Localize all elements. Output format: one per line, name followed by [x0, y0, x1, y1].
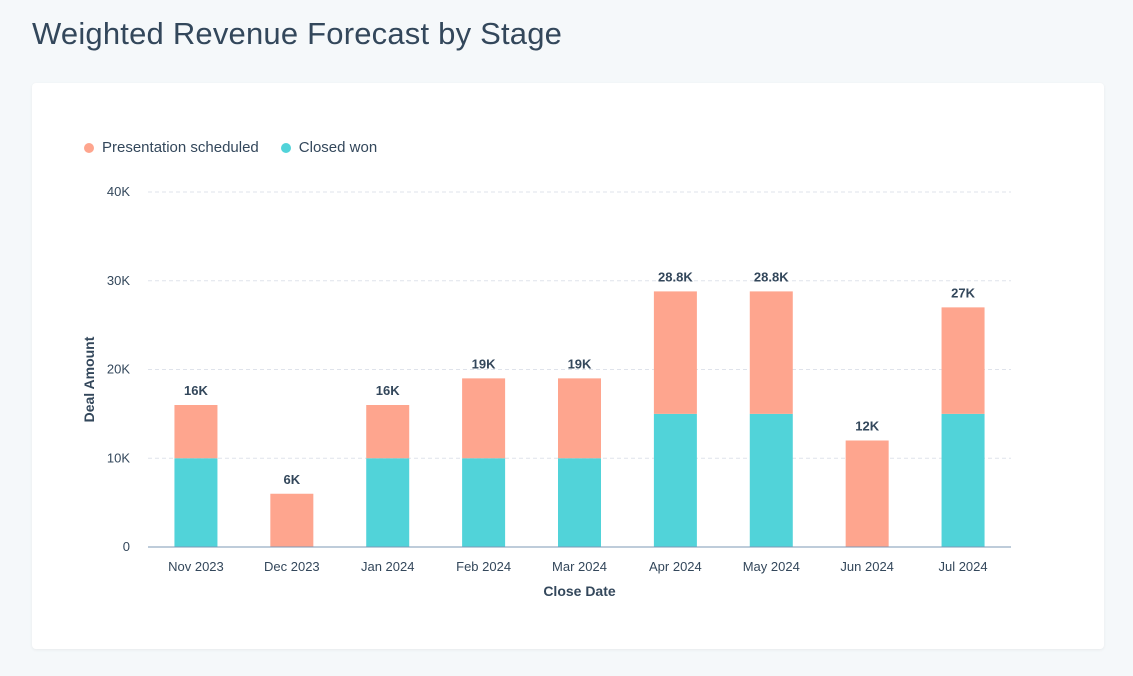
bar-closed-won[interactable] [174, 458, 218, 547]
bar-closed-won[interactable] [558, 458, 601, 547]
bar-total-label: 27K [951, 285, 975, 300]
bar-total-label: 19K [568, 356, 592, 371]
bar-presentation-scheduled[interactable] [941, 307, 985, 414]
bar-presentation-scheduled[interactable] [653, 291, 697, 414]
data-labels: 16K 6K 16K 19K 19K 28.8K 28.8K 12K 27K [184, 269, 976, 486]
bar-presentation-scheduled[interactable] [366, 405, 410, 459]
y-axis-title: Deal Amount [81, 336, 97, 422]
chart-card: Presentation scheduled Closed won 16K 6K 1… [32, 83, 1104, 649]
bar-total-label: 16K [184, 383, 208, 398]
bar-total-label: 6K [284, 472, 301, 487]
x-tick-label: Nov 2023 [168, 559, 224, 574]
bar-closed-won[interactable] [749, 413, 793, 547]
bar-closed-won[interactable] [366, 458, 410, 547]
bar-closed-won[interactable] [941, 413, 985, 547]
bar-total-label: 19K [472, 356, 496, 371]
legend-swatch-presentation-scheduled [84, 142, 94, 153]
legend-label-closed-won: Closed won [298, 139, 378, 156]
x-tick-label: Feb 2024 [456, 559, 511, 574]
y-tick-label: 30K [107, 273, 130, 288]
x-tick-label: Jan 2024 [361, 559, 415, 574]
bar-closed-won[interactable] [462, 458, 506, 547]
bar-total-label: 28.8K [658, 269, 693, 284]
stacked-bar-chart: 16K 6K 16K 19K 19K 28.8K 28.8K 12K 27K 0 10K 20K 30… [81, 184, 1011, 599]
bar-closed-won[interactable] [653, 413, 697, 547]
legend-item-presentation-scheduled[interactable]: Presentation scheduled [84, 139, 259, 156]
gridlines [148, 191, 1011, 459]
bar-presentation-scheduled[interactable] [174, 405, 218, 459]
x-tick-label: Mar 2024 [552, 559, 607, 574]
bar-total-label: 28.8K [754, 269, 789, 284]
x-tick-label: May 2024 [743, 559, 800, 574]
x-tick-label: Apr 2024 [649, 559, 702, 574]
legend-swatch-closed-won [280, 142, 291, 153]
bar-presentation-scheduled[interactable] [270, 493, 314, 547]
y-tick-label: 20K [107, 362, 130, 377]
y-tick-label: 10K [107, 450, 130, 465]
bar-presentation-scheduled[interactable] [749, 291, 793, 414]
x-tick-label: Jul 2024 [938, 559, 987, 574]
bar-presentation-scheduled[interactable] [845, 440, 889, 548]
chart-legend: Presentation scheduled Closed won [84, 139, 399, 156]
x-axis-title: Close Date [543, 583, 616, 599]
legend-item-closed-won[interactable]: Closed won [280, 139, 378, 156]
bar-presentation-scheduled[interactable] [558, 378, 601, 459]
bar-total-label: 16K [376, 383, 400, 398]
x-tick-label: Dec 2023 [264, 559, 320, 574]
x-tick-label: Jun 2024 [840, 559, 894, 574]
bar-total-label: 12K [855, 419, 879, 434]
bars [174, 291, 985, 548]
axes: 0 10K 20K 30K 40K Nov 2023 Dec 2023 Jan 2024 Feb… [81, 184, 1011, 599]
bar-presentation-scheduled[interactable] [462, 378, 506, 459]
y-tick-label: 40K [107, 184, 130, 199]
y-tick-label: 0 [123, 539, 130, 554]
page-title: Weighted Revenue Forecast by Stage [32, 16, 563, 51]
legend-label-presentation-scheduled: Presentation scheduled [102, 139, 259, 156]
